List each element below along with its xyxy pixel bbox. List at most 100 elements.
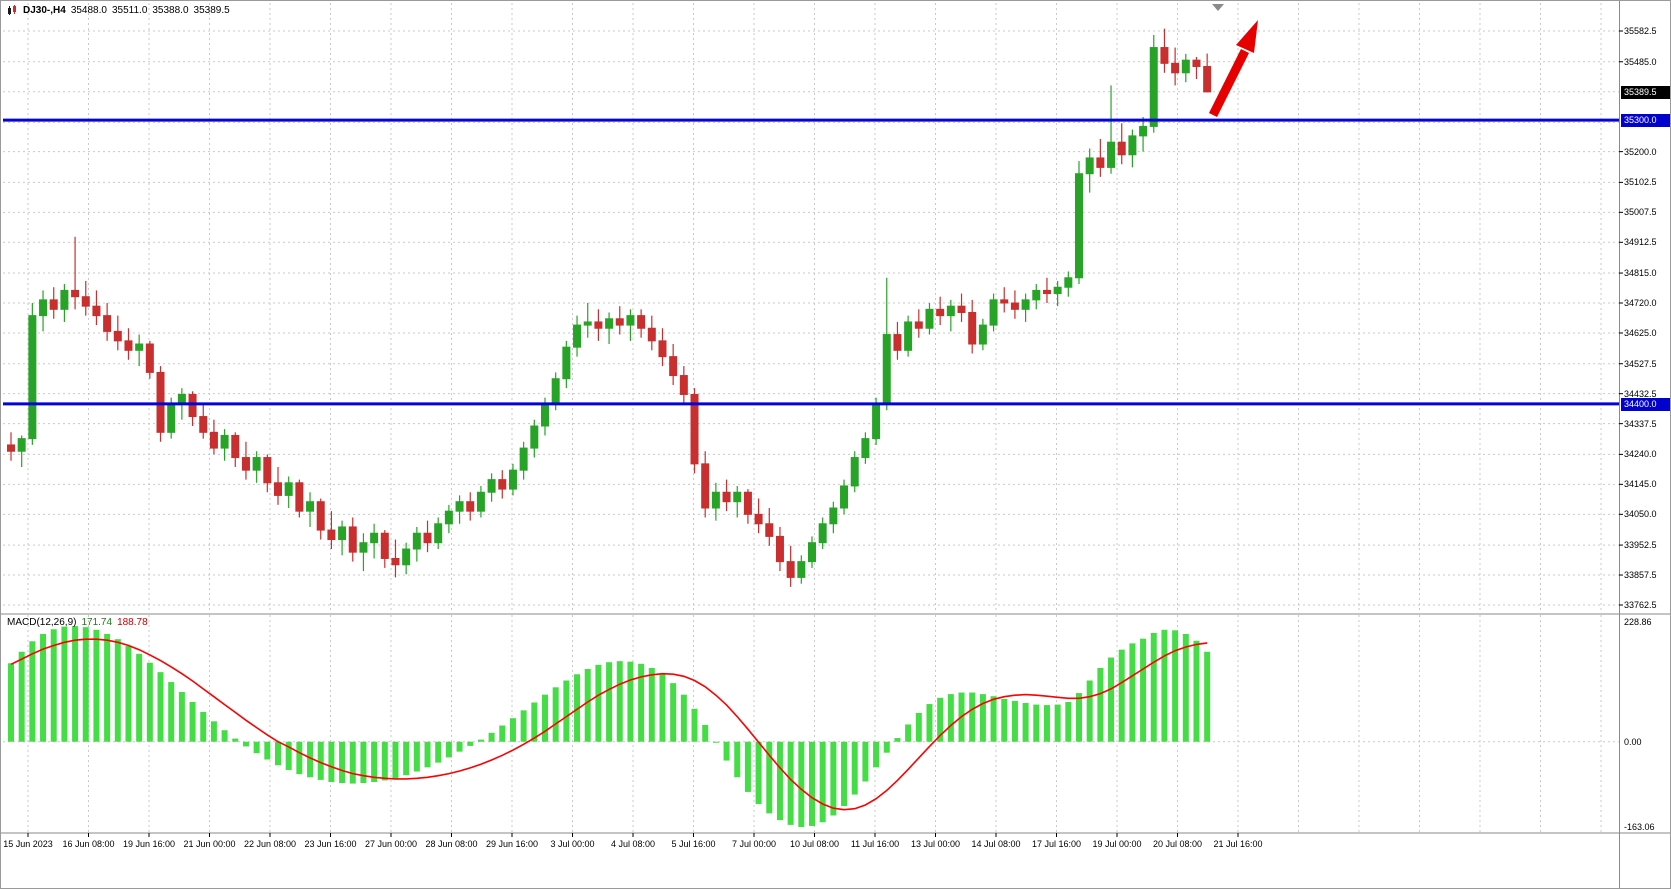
candle-down bbox=[701, 463, 710, 509]
candles bbox=[7, 28, 1212, 587]
candle-up bbox=[978, 324, 987, 345]
candle-up bbox=[1021, 299, 1030, 310]
candle-down bbox=[156, 371, 165, 433]
macd-scale-zero-label: 0.00 bbox=[1624, 736, 1642, 747]
candle-down bbox=[209, 431, 218, 449]
macd-histogram-bar bbox=[242, 741, 249, 747]
candle-up bbox=[711, 491, 720, 509]
ohlc-high-value: 35511.0 bbox=[111, 5, 148, 16]
candle-down bbox=[743, 491, 752, 515]
time-axis-label: 19 Jul 00:00 bbox=[1092, 839, 1142, 849]
macd-histogram-bar bbox=[723, 741, 730, 761]
macd-histogram-bar bbox=[1054, 704, 1061, 742]
macd-histogram-bar bbox=[616, 661, 623, 742]
macd-histogram-bar bbox=[189, 701, 196, 742]
candle-up bbox=[17, 438, 26, 452]
macd-histogram-bar bbox=[606, 662, 613, 742]
candle-down bbox=[594, 321, 603, 329]
candle-up bbox=[1053, 286, 1062, 295]
time-axis-label: 16 Jun 08:00 bbox=[62, 839, 115, 849]
candle-up bbox=[818, 523, 827, 544]
ohlc-low-value: 35388.0 bbox=[152, 5, 189, 16]
macd-histogram-bar bbox=[851, 741, 858, 795]
time-axis-label: 5 Jul 16:00 bbox=[671, 839, 716, 849]
chart-symbol-icon bbox=[7, 5, 18, 16]
price-axis-label: 35485.0 bbox=[1624, 56, 1657, 67]
price-axis-label: 34337.5 bbox=[1624, 418, 1657, 429]
candle-up bbox=[989, 299, 998, 326]
candle-up bbox=[904, 321, 913, 351]
candle-up bbox=[252, 457, 261, 471]
macd-histogram-bar bbox=[93, 629, 100, 742]
macd-histogram-bar bbox=[509, 718, 516, 742]
candle-down bbox=[391, 557, 400, 566]
candle-up bbox=[1107, 141, 1116, 168]
macd-histogram-bar bbox=[1097, 667, 1104, 742]
macd-histogram-bar bbox=[744, 741, 751, 792]
time-axis-label: 28 Jun 08:00 bbox=[425, 839, 478, 849]
candle-up bbox=[519, 447, 528, 471]
macd-name-label: MACD(12,26,9) bbox=[7, 617, 77, 628]
candle-down bbox=[637, 315, 646, 329]
candle-up bbox=[135, 343, 144, 351]
support-level-price-tag: 34400.0 bbox=[1621, 397, 1670, 411]
candle-up bbox=[1032, 289, 1041, 301]
candle-up bbox=[306, 501, 315, 512]
candle-down bbox=[263, 457, 272, 484]
candle-down bbox=[1042, 289, 1051, 295]
macd-histogram-bar bbox=[1150, 632, 1157, 742]
macd-histogram-bar bbox=[392, 741, 399, 779]
macd-histogram-bar bbox=[862, 741, 869, 782]
resistance-level-price-tag: 35300.0 bbox=[1621, 114, 1670, 128]
macd-histogram-bar bbox=[1129, 643, 1136, 742]
candle-down bbox=[124, 340, 133, 351]
candle-down bbox=[754, 513, 763, 525]
candle-up bbox=[402, 548, 411, 566]
macd-histogram-bar bbox=[1033, 704, 1040, 742]
candle-up bbox=[28, 315, 37, 440]
candle-down bbox=[1010, 302, 1019, 310]
macd-histogram-bar bbox=[755, 741, 762, 804]
chart-header: DJ30-,H4 35488.0 35511.0 35388.0 35389.5 bbox=[7, 5, 230, 16]
macd-histogram-bar bbox=[307, 741, 314, 778]
time-axis-label: 27 Jun 00:00 bbox=[364, 839, 418, 849]
macd-histogram-bar bbox=[648, 667, 655, 742]
candle-up bbox=[284, 482, 293, 496]
candle-up bbox=[573, 324, 582, 348]
candle-up bbox=[797, 561, 806, 578]
symbol-timeframe-label: DJ30-,H4 bbox=[23, 5, 66, 16]
macd-histogram-bar bbox=[1065, 701, 1072, 742]
macd-histogram-bar bbox=[1204, 651, 1211, 742]
candle-down bbox=[92, 305, 101, 317]
price-axis-label: 33762.5 bbox=[1624, 599, 1657, 610]
macd-scale-max-label: 228.86 bbox=[1624, 617, 1652, 627]
macd-histogram-bar bbox=[1001, 698, 1008, 742]
time-axis-label: 10 Jul 08:00 bbox=[789, 839, 840, 849]
macd-histogram-bar bbox=[499, 725, 506, 742]
candle-down bbox=[423, 532, 432, 544]
macd-histogram-bar bbox=[776, 741, 783, 821]
candle-up bbox=[925, 308, 934, 329]
candle-down bbox=[1192, 59, 1201, 67]
candle-up bbox=[583, 321, 592, 326]
candle-up bbox=[562, 346, 571, 380]
price-axis-label: 35007.5 bbox=[1624, 207, 1657, 218]
candle-up bbox=[733, 491, 742, 503]
macd-pane bbox=[8, 626, 1211, 827]
macd-histogram-bar bbox=[125, 645, 132, 742]
time-axis-label: 7 Jul 00:00 bbox=[731, 839, 777, 849]
macd-histogram-bar bbox=[627, 661, 634, 742]
macd-histogram-bar bbox=[1043, 705, 1050, 742]
macd-histogram-bar bbox=[285, 741, 292, 770]
time-axis-label: 21 Jun 00:00 bbox=[183, 839, 236, 849]
candle-up bbox=[605, 318, 614, 329]
macd-histogram-bar bbox=[72, 626, 79, 742]
candle-up bbox=[872, 403, 881, 440]
price-axis-label: 35582.5 bbox=[1624, 26, 1657, 36]
macd-histogram-bar bbox=[595, 664, 602, 742]
macd-histogram-bar bbox=[680, 694, 687, 742]
macd-histogram-bar bbox=[841, 741, 848, 807]
trend-arrow[interactable] bbox=[1208, 20, 1258, 118]
candle-up bbox=[1139, 125, 1148, 137]
